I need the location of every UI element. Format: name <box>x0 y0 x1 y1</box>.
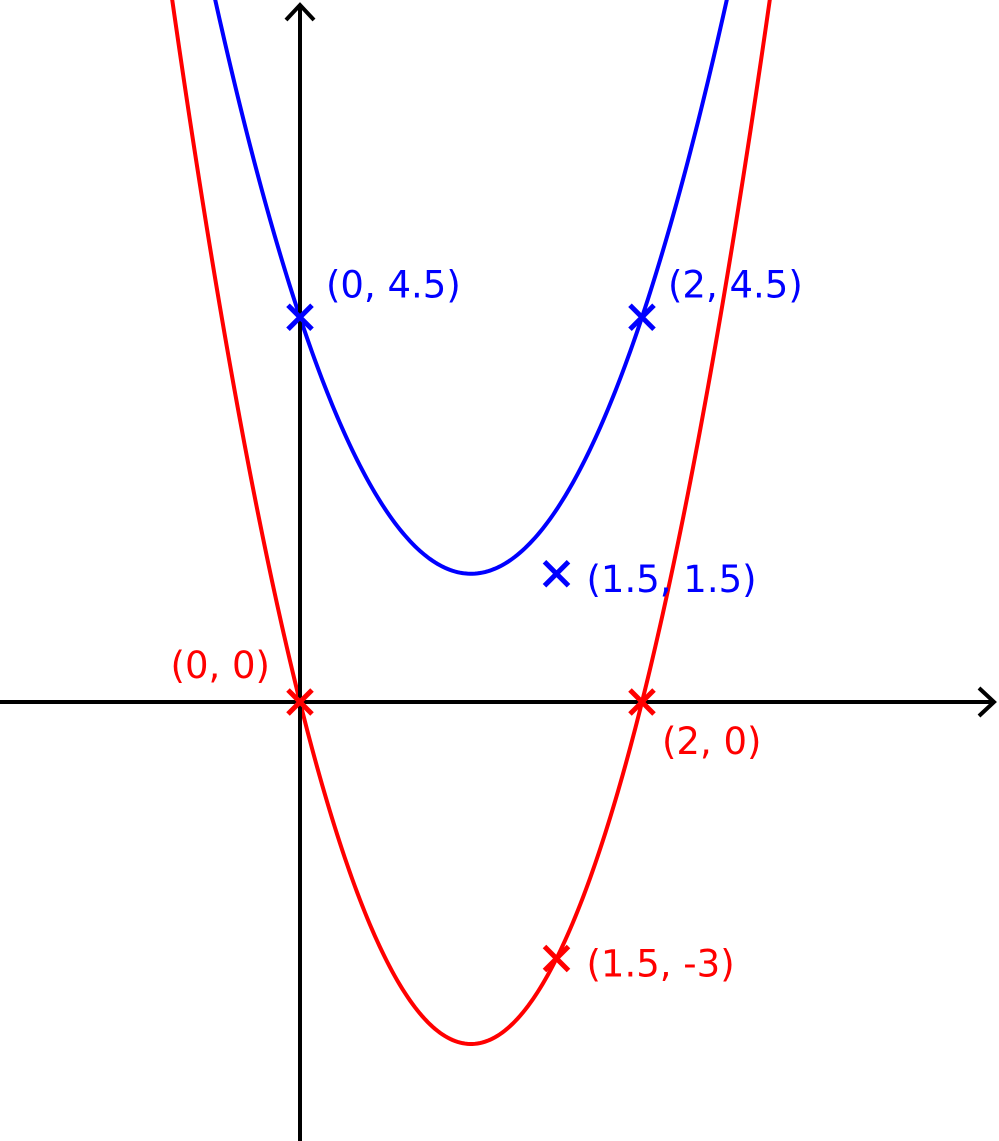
point-label: (2, 0) <box>662 720 761 763</box>
curves-layer <box>170 0 772 1046</box>
point-marker <box>628 303 656 332</box>
point-label: (1.5, -3) <box>587 943 735 986</box>
series-line-1 <box>213 0 729 576</box>
point-marker <box>286 303 314 332</box>
point-marker-stroke <box>542 944 571 973</box>
labels-layer: (0, 4.5) (2, 4.5) (1.5, 1.5) (0, 0) (2, 0) (1… <box>171 263 803 985</box>
point-marker-stroke <box>628 303 656 332</box>
point-label: (0, 0) <box>171 644 270 687</box>
point-marker-stroke <box>628 688 656 716</box>
point-marker <box>542 944 571 973</box>
point-label: (2, 4.5) <box>668 263 803 306</box>
point-label: (1.5, 1.5) <box>587 558 757 601</box>
y-axis-arrowhead <box>284 2 316 22</box>
series-line-2 <box>170 0 772 1046</box>
point-label: (0, 4.5) <box>326 263 461 306</box>
markers-layer <box>286 303 656 973</box>
point-marker-stroke <box>286 688 314 716</box>
point-marker <box>628 688 656 716</box>
point-marker <box>286 688 314 716</box>
point-marker-stroke <box>542 559 571 588</box>
point-marker <box>542 559 571 588</box>
x-axis-arrowhead <box>977 686 997 718</box>
point-marker-stroke <box>286 303 314 332</box>
